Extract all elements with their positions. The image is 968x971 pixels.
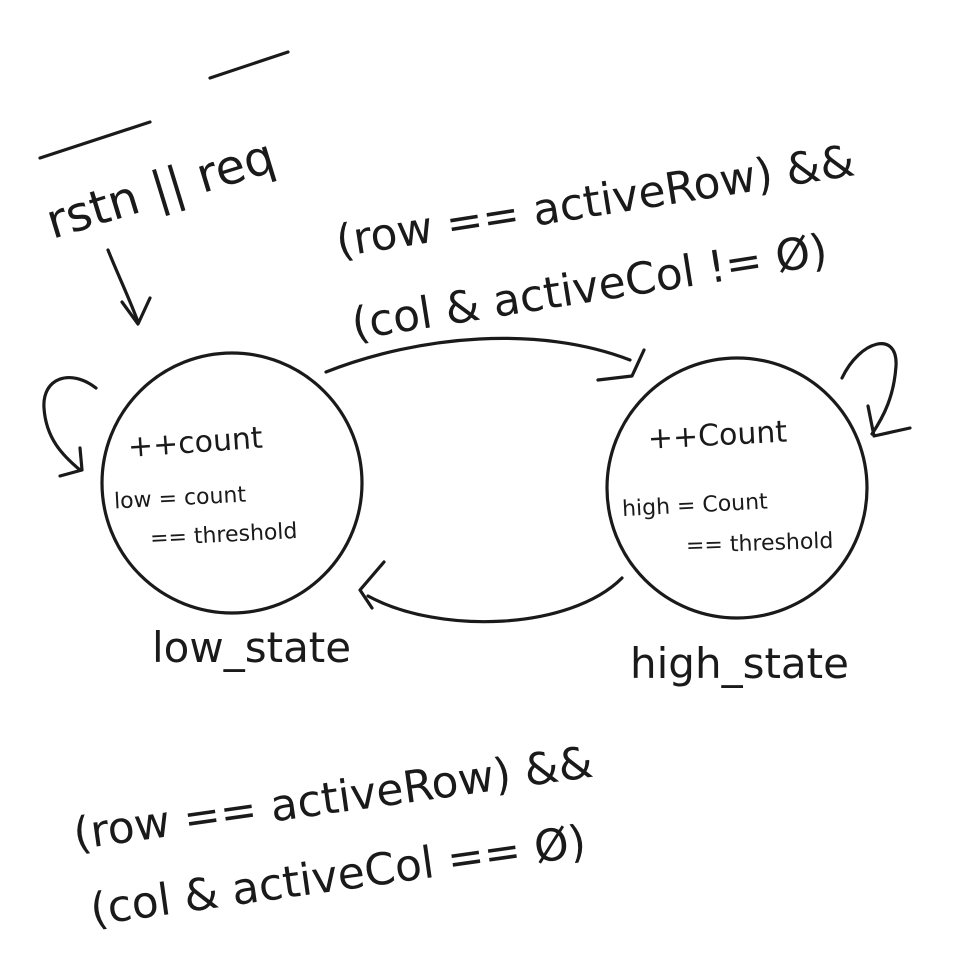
reset-arrow-shaft: [106, 248, 140, 324]
state-high-action: ++Count: [647, 414, 788, 456]
state-high-self-loop-head: [866, 404, 912, 438]
state-low-self-loop: [42, 376, 98, 472]
state-high-assign: high = Count: [621, 489, 768, 522]
state-high-self-loop: [840, 342, 898, 436]
reset-arrow: [106, 248, 152, 326]
state-high-circle: [605, 356, 869, 620]
state-low-circle: [100, 351, 364, 615]
state-low: ++count low = count == threshold low_sta…: [42, 351, 364, 672]
state-low-name: low_state: [152, 623, 351, 672]
reset-condition: rstn || req: [38, 50, 290, 250]
transition-low-to-high-head: [596, 348, 646, 382]
state-low-self-loop-head: [58, 446, 84, 478]
transition-low-to-high: (row == activeRow) && (col & activeCol !…: [324, 135, 858, 382]
transition-high-to-low-head: [358, 560, 386, 610]
state-high-compare: == threshold: [686, 529, 834, 559]
reset-overline-rstn: [38, 120, 152, 160]
state-low-action: ++count: [127, 421, 264, 465]
transition-high-to-low-arc: [366, 576, 624, 624]
state-low-assign: low = count: [113, 483, 247, 515]
reset-overline-req: [208, 50, 290, 80]
state-high-name: high_state: [630, 639, 849, 688]
state-low-compare: == threshold: [149, 519, 298, 552]
transition-low-to-high-arc: [324, 336, 632, 374]
reset-arrow-head: [120, 296, 152, 326]
transition-high-to-low: (row == activeRow) && (col & activeCol =…: [70, 560, 624, 936]
state-high: ++Count high = Count == threshold high_s…: [605, 342, 912, 688]
